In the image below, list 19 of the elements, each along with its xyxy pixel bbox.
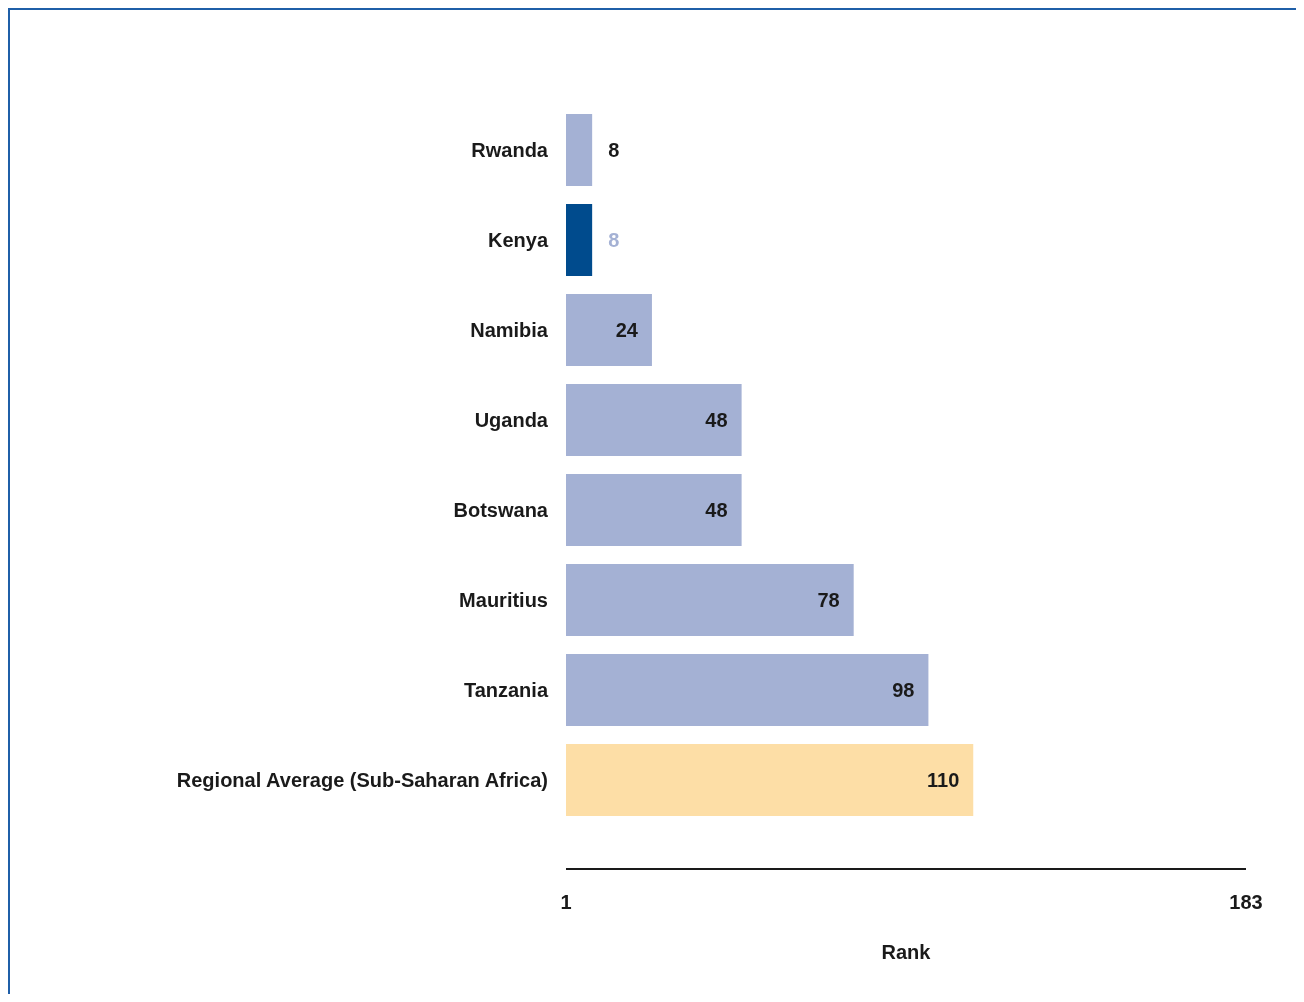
- data-label: 78: [817, 589, 840, 611]
- data-label: 110: [926, 769, 960, 791]
- y-tick-label: Namibia: [470, 319, 549, 341]
- data-label: 48: [705, 409, 728, 431]
- y-tick-label: Botswana: [453, 499, 549, 521]
- data-label: 24: [615, 319, 639, 341]
- y-tick-label: Kenya: [487, 229, 549, 251]
- y-tick-label: Uganda: [474, 409, 549, 431]
- x-tick-label: 1: [560, 891, 572, 913]
- x-axis-title: Rank: [881, 941, 932, 963]
- data-label: 98: [892, 679, 915, 701]
- y-tick-label: Regional Average (Sub-Saharan Africa): [176, 769, 548, 791]
- y-tick-label: Mauritius: [459, 589, 548, 611]
- y-tick-label: Rwanda: [471, 139, 549, 161]
- x-tick-label: 183: [1229, 891, 1263, 913]
- data-label: 48: [705, 499, 728, 521]
- data-label: 8: [608, 139, 620, 161]
- y-tick-label: Tanzania: [463, 679, 549, 701]
- data-label: 8: [608, 229, 620, 251]
